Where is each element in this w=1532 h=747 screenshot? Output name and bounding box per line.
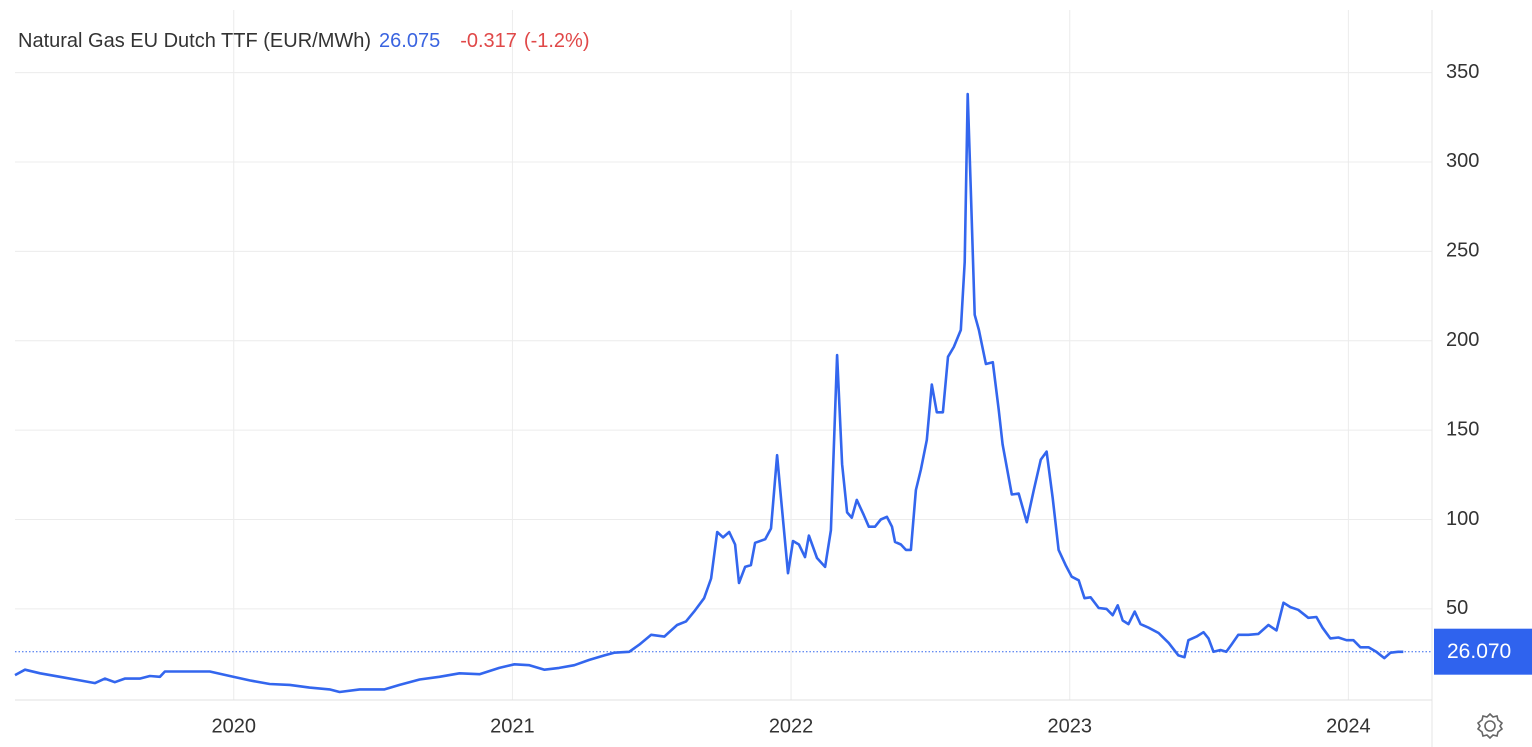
y-tick-label: 150 — [1446, 418, 1479, 440]
price-line — [14, 92, 1404, 694]
x-tick-label: 2024 — [1326, 715, 1371, 737]
chart-title: Natural Gas EU Dutch TTF (EUR/MWh) 26.075… — [18, 30, 590, 52]
x-tick-label: 2023 — [1047, 715, 1092, 737]
change: -0.317 — [460, 30, 517, 52]
last-value-label: 26.070 — [1447, 640, 1511, 663]
price: 26.075 — [379, 30, 440, 52]
y-tick-label: 100 — [1446, 508, 1479, 530]
title: Natural Gas EU Dutch TTF (EUR/MWh) — [18, 30, 371, 52]
x-tick-label: 2021 — [490, 715, 535, 737]
y-tick-label: 350 — [1446, 61, 1479, 83]
settings-icon[interactable] — [1476, 712, 1504, 740]
x-tick-label: 2022 — [769, 715, 814, 737]
last-value-tag — [1434, 628, 1532, 675]
change-percent: (-1.2%) — [524, 30, 590, 52]
y-tick-label: 300 — [1446, 150, 1479, 172]
y-tick-label: 50 — [1446, 597, 1468, 619]
y-tick-label: 200 — [1446, 329, 1479, 351]
x-tick-label: 2020 — [212, 715, 257, 737]
y-tick-label: 250 — [1446, 240, 1479, 262]
